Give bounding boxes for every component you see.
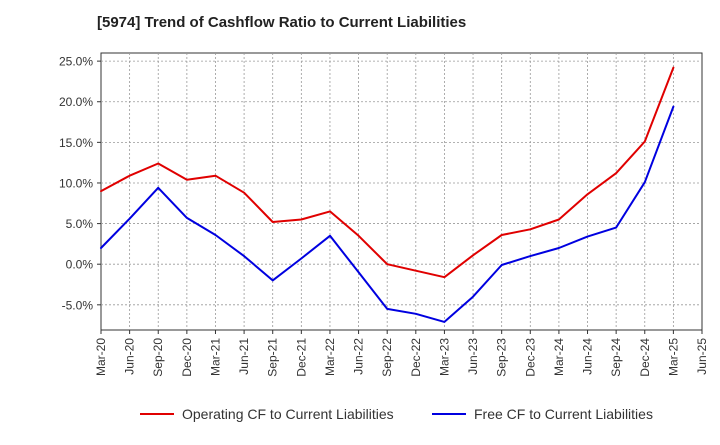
x-tick-label: Sep-20	[151, 338, 165, 377]
y-tick-label: 5.0%	[66, 217, 94, 231]
y-tick-label: 15.0%	[59, 136, 93, 150]
x-tick-label: Dec-21	[294, 338, 308, 377]
x-tick-label: Dec-23	[523, 338, 537, 377]
x-tick-label: Sep-21	[266, 338, 280, 377]
x-tick-label: Mar-21	[208, 338, 222, 376]
series-line-free-cf	[100, 105, 675, 323]
x-tick-label: Dec-22	[409, 338, 423, 377]
y-tick-label: 20.0%	[59, 95, 93, 109]
x-tick-label: Mar-20	[94, 338, 108, 376]
x-tick-label: Jun-25	[695, 338, 709, 375]
series-line-operating-cf	[100, 66, 675, 279]
y-tick-label: 25.0%	[59, 55, 93, 69]
x-tick-label: Jun-24	[581, 338, 595, 375]
x-tick-label: Jun-21	[237, 338, 251, 375]
x-tick-label: Dec-20	[180, 338, 194, 377]
chart-title: [5974] Trend of Cashflow Ratio to Curren…	[97, 14, 467, 31]
y-tick-label: -5.0%	[62, 298, 94, 312]
x-tick-label: Jun-23	[466, 338, 480, 375]
x-tick-label: Mar-24	[552, 338, 566, 376]
x-tick-label: Dec-24	[638, 338, 652, 377]
x-tick-label: Sep-22	[380, 338, 394, 377]
x-tick-label: Sep-23	[495, 338, 509, 377]
x-tick-label: Jun-22	[352, 338, 366, 375]
legend-label: Operating CF to Current Liabilities	[182, 406, 394, 422]
x-tick-label: Mar-25	[666, 338, 680, 376]
y-tick-label: 10.0%	[59, 176, 93, 190]
x-tick-label: Mar-23	[437, 338, 451, 376]
plot-area-border	[100, 52, 703, 331]
x-tick-label: Sep-24	[609, 338, 623, 377]
x-tick-label: Jun-20	[123, 338, 137, 375]
legend-label: Free CF to Current Liabilities	[474, 406, 653, 422]
y-tick-label: 0.0%	[66, 258, 94, 272]
x-tick-label: Mar-22	[323, 338, 337, 376]
